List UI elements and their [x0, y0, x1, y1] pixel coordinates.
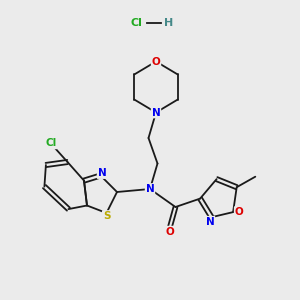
- Text: N: N: [206, 217, 214, 227]
- Text: Cl: Cl: [130, 17, 142, 28]
- Text: S: S: [103, 211, 110, 221]
- Text: Cl: Cl: [45, 138, 57, 148]
- Text: O: O: [235, 207, 244, 217]
- Text: N: N: [146, 184, 154, 194]
- Text: N: N: [152, 107, 160, 118]
- Text: N: N: [98, 168, 106, 178]
- Text: H: H: [164, 17, 174, 28]
- Text: O: O: [152, 56, 160, 67]
- Text: O: O: [165, 226, 174, 237]
